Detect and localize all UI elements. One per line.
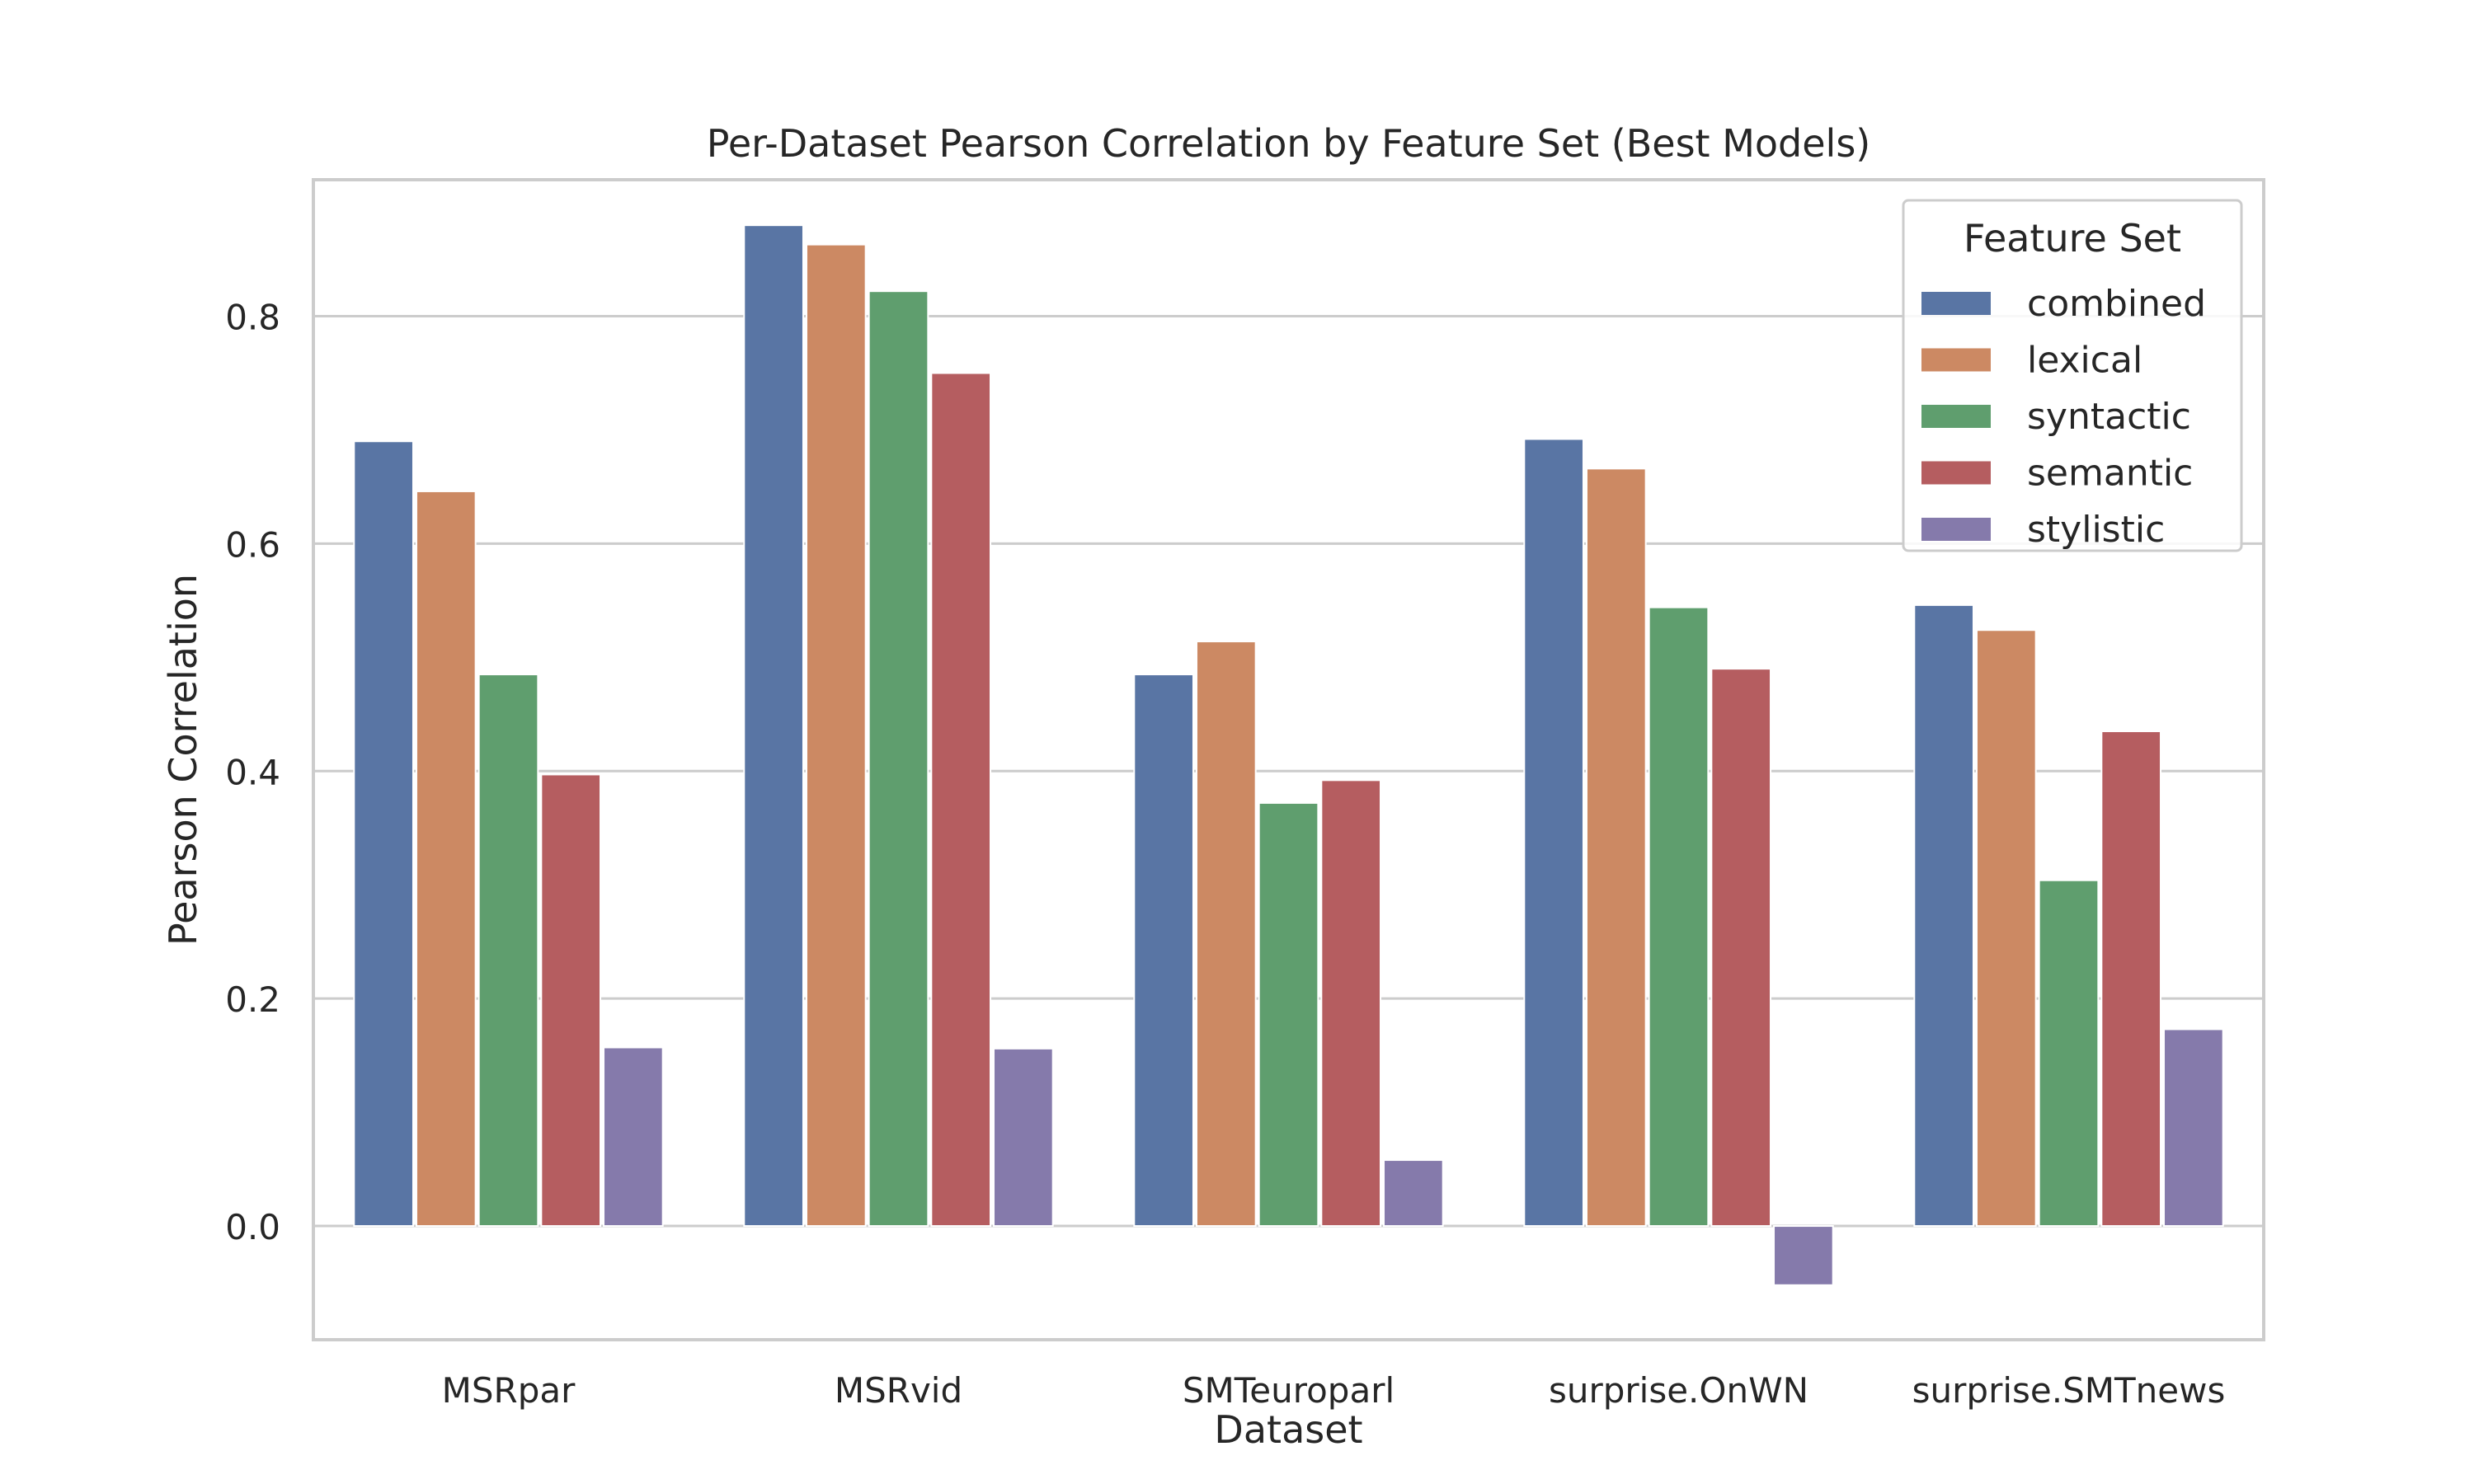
bar-semantic [2100, 730, 2162, 1228]
legend: Feature Set combined lexical syntactic sema… [1902, 199, 2243, 552]
bars [353, 224, 2224, 1286]
y-tick-label: 0.0 [225, 1207, 280, 1247]
plot-frame [312, 178, 2265, 1341]
x-tick-label: SMTeuroparl [1183, 1370, 1395, 1411]
y-tick-label: 0.2 [225, 979, 280, 1020]
x-tick-label: surprise.OnWN [1549, 1370, 1808, 1411]
bar-semantic [1320, 779, 1382, 1228]
x-tick-label: MSRpar [442, 1370, 576, 1411]
chart-title: Per-Dataset Pearson Correlation by Featu… [707, 121, 1871, 166]
legend-swatch-lexical [1921, 348, 1991, 372]
legend-title: Feature Set [1964, 216, 2181, 261]
bar-stylistic [603, 1046, 664, 1228]
legend-swatch-semantic [1921, 461, 1991, 485]
legend-label-combined: combined [2027, 283, 2206, 325]
bar-syntactic [2038, 879, 2100, 1228]
legend-swatch-combined [1921, 292, 1991, 315]
bar-combined [353, 440, 414, 1228]
legend-swatch-syntactic [1921, 405, 1991, 428]
y-tick-label: 0.6 [225, 524, 280, 565]
bar-semantic [540, 773, 602, 1228]
x-tick-label: MSRvid [835, 1370, 962, 1411]
bar-lexical [1585, 467, 1647, 1228]
ticks: 0.0 0.2 0.4 0.6 0.8 MSRpar MSRvid SMTeuroparl su… [225, 298, 2225, 1411]
legend-label-stylistic: stylistic [2027, 509, 2165, 551]
bar-stylistic [2163, 1028, 2224, 1228]
bar-syntactic [1258, 801, 1319, 1228]
bar-combined [1913, 603, 1974, 1228]
bar-lexical [805, 243, 867, 1228]
x-tick-label: surprise.SMTnews [1912, 1370, 2226, 1411]
legend-swatch-stylistic [1921, 518, 1991, 541]
legend-items: combined lexical syntactic semantic stylisti… [1921, 283, 2206, 551]
bar-lexical [415, 490, 477, 1228]
bar-combined [743, 224, 804, 1228]
legend-label-syntactic: syntactic [2027, 396, 2191, 438]
bar-semantic [1710, 668, 1772, 1228]
bar-stylistic [993, 1047, 1054, 1228]
bar-lexical [1975, 629, 2037, 1228]
bar-stylistic [1383, 1159, 1444, 1228]
x-axis-label: Dataset [1214, 1407, 1362, 1452]
y-tick-label: 0.4 [225, 752, 280, 792]
bar-semantic [930, 372, 992, 1228]
bar-syntactic [868, 290, 929, 1228]
bar-stylistic [1773, 1225, 1834, 1286]
y-axis-label: Pearson Correlation [161, 574, 205, 946]
bar-combined [1133, 674, 1194, 1228]
bar-syntactic [477, 674, 539, 1228]
bar-combined [1523, 438, 1584, 1228]
legend-label-lexical: lexical [2027, 340, 2142, 382]
legend-label-semantic: semantic [2027, 453, 2193, 495]
bar-lexical [1195, 641, 1257, 1228]
bar-syntactic [1648, 606, 1710, 1228]
y-tick-label: 0.8 [225, 298, 280, 338]
